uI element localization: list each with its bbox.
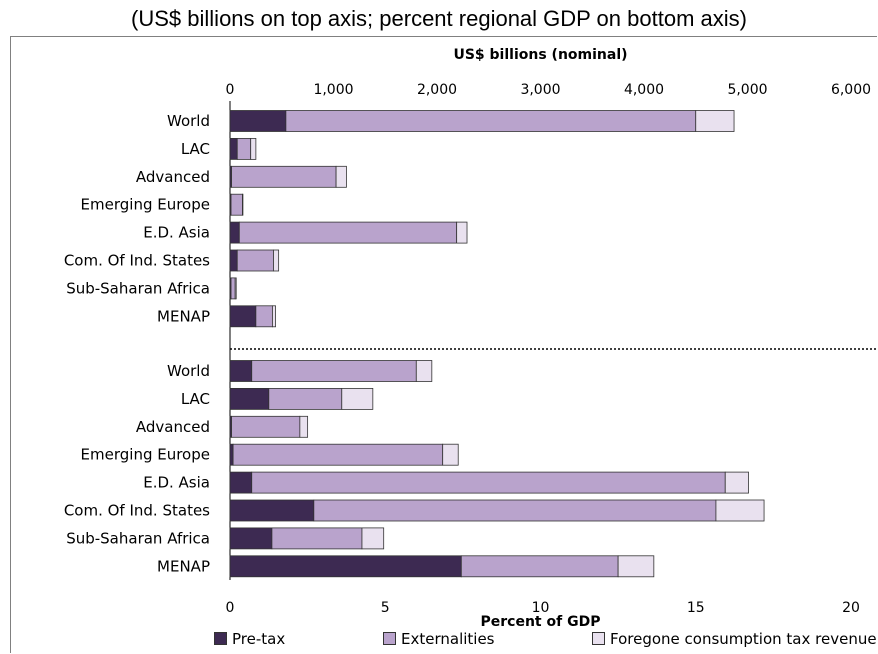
usd-panel-bar-foregone-emerging-europe (242, 193, 244, 216)
usd-panel-bar-foregone-advanced (335, 165, 347, 188)
gdp-panel-bar-pretax-sub-saharan-africa (229, 527, 273, 550)
usd-panel-bar-externalities-world (285, 110, 697, 132)
gdp-panel-bar-foregone-world (415, 360, 433, 382)
usd-panel-bar-pretax-menap (229, 305, 257, 328)
usd-panel-category-label-lac: LAC (181, 140, 210, 158)
usd-panel-bar-foregone-world (695, 110, 735, 132)
usd-panel-bar-foregone-com-of-ind-states (273, 249, 280, 272)
usd-panel-tick-label: 0 (226, 82, 235, 98)
usd-panel-bar-externalities-advanced (231, 165, 337, 188)
usd-panel-bar-pretax-com-of-ind-states (229, 249, 238, 272)
gdp-panel-bar-pretax-emerging-europe (229, 443, 234, 466)
usd-panel-bar-pretax-world (229, 110, 287, 132)
usd-panel-category-label-menap: MENAP (157, 307, 210, 325)
gdp-panel-category-label-world: World (167, 362, 210, 380)
gdp-panel-bar-pretax-com-of-ind-states (229, 499, 315, 522)
gdp-panel-bar-foregone-menap (617, 555, 655, 578)
gdp-panel-bar-externalities-advanced (231, 415, 301, 438)
chart-subtitle: (US$ billions on top axis; percent regio… (131, 6, 747, 31)
gdp-panel-category-label-lac: LAC (181, 390, 210, 408)
usd-panel-tick-label: 5,000 (727, 82, 767, 98)
gdp-panel-category-label-e-d-asia: E.D. Asia (143, 474, 210, 492)
gdp-panel-tick-label: 20 (842, 600, 860, 616)
legend-label-externalities: Externalities (401, 630, 495, 648)
gdp-panel-tick-label: 15 (687, 600, 705, 616)
usd-panel-bar-externalities-com-of-ind-states (236, 249, 274, 272)
gdp-panel-category-label-com-of-ind-states: Com. Of Ind. States (64, 502, 210, 520)
legend: Pre-tax Externalities Foregone consumpti… (0, 630, 878, 652)
usd-panel-category-label-advanced: Advanced (136, 168, 210, 186)
usd-panel-category-label-world: World (167, 112, 210, 130)
usd-panel-bar-externalities-e-d-asia (238, 221, 458, 244)
usd-panel-category-label-com-of-ind-states: Com. Of Ind. States (64, 252, 210, 270)
legend-label-pretax: Pre-tax (232, 630, 286, 648)
usd-panel-bar-pretax-lac (229, 137, 238, 160)
gdp-panel-bar-externalities-sub-saharan-africa (271, 527, 363, 550)
gdp-panel-bar-pretax-lac (229, 387, 270, 410)
legend-item-externalities: Externalities (383, 630, 495, 648)
usd-panel-bar-foregone-e-d-asia (456, 221, 468, 244)
usd-panel-category-label-sub-saharan-africa: Sub-Saharan Africa (66, 279, 210, 297)
legend-swatch-pretax (214, 632, 227, 645)
usd-panel-bar-externalities-sub-saharan-africa (230, 277, 236, 300)
gdp-panel-tick-label: 0 (226, 600, 235, 616)
gdp-panel-bar-externalities-lac (268, 387, 343, 410)
usd-panel-tick-label: 6,000 (831, 82, 871, 98)
gdp-panel-tick-label: 5 (381, 600, 390, 616)
usd-panel-tick-label: 2,000 (417, 82, 457, 98)
legend-swatch-foregone (592, 632, 605, 645)
gdp-panel-category-label-menap: MENAP (157, 557, 210, 575)
legend-item-pretax: Pre-tax (214, 630, 285, 648)
usd-panel-bar-foregone-menap (272, 305, 276, 328)
usd-panel-tick-label: 4,000 (624, 82, 664, 98)
usd-panel-tick-label: 3,000 (520, 82, 560, 98)
usd-panel-bar-externalities-lac (236, 137, 252, 160)
gdp-panel-category-label-sub-saharan-africa: Sub-Saharan Africa (66, 529, 210, 547)
gdp-panel-axis-title: Percent of GDP (481, 614, 601, 630)
gdp-panel-bar-externalities-com-of-ind-states (313, 499, 717, 522)
gdp-panel-bar-externalities-emerging-europe (232, 443, 444, 466)
gdp-panel-bar-pretax-world (229, 360, 253, 382)
gdp-panel-bar-externalities-menap (460, 555, 619, 578)
usd-panel-bar-externalities-emerging-europe (230, 193, 243, 216)
usd-panel-bar-foregone-sub-saharan-africa (234, 277, 237, 300)
gdp-panel-bar-pretax-menap (229, 555, 462, 578)
usd-panel-axis-title: US$ billions (nominal) (453, 47, 627, 63)
legend-swatch-externalities (383, 632, 396, 645)
gdp-panel-tick-label: 10 (532, 600, 550, 616)
gdp-panel-bar-pretax-e-d-asia (229, 471, 253, 494)
legend-item-foregone: Foregone consumption tax revenue (592, 630, 877, 648)
gdp-panel-bar-externalities-e-d-asia (251, 471, 726, 494)
gdp-panel-bar-foregone-com-of-ind-states (715, 499, 765, 522)
usd-panel-bar-externalities-menap (255, 305, 273, 328)
gdp-panel-category-label-emerging-europe: Emerging Europe (81, 446, 210, 464)
gdp-panel-bar-foregone-sub-saharan-africa (361, 527, 385, 550)
gdp-panel-bar-foregone-emerging-europe (442, 443, 459, 466)
gdp-panel-bar-foregone-lac (341, 387, 374, 410)
gdp-panel-bar-foregone-e-d-asia (724, 471, 749, 494)
gdp-panel-bar-externalities-world (251, 360, 417, 382)
usd-panel-bar-foregone-lac (250, 137, 257, 160)
plot-frame (10, 36, 877, 653)
usd-panel-tick-label: 1,000 (313, 82, 353, 98)
usd-panel-bar-pretax-e-d-asia (229, 221, 240, 244)
legend-label-foregone: Foregone consumption tax revenue (610, 630, 877, 648)
usd-panel-category-label-e-d-asia: E.D. Asia (143, 224, 210, 242)
gdp-panel-bar-foregone-advanced (299, 415, 309, 438)
usd-panel-category-label-emerging-europe: Emerging Europe (81, 196, 210, 214)
gdp-panel-category-label-advanced: Advanced (136, 418, 210, 436)
